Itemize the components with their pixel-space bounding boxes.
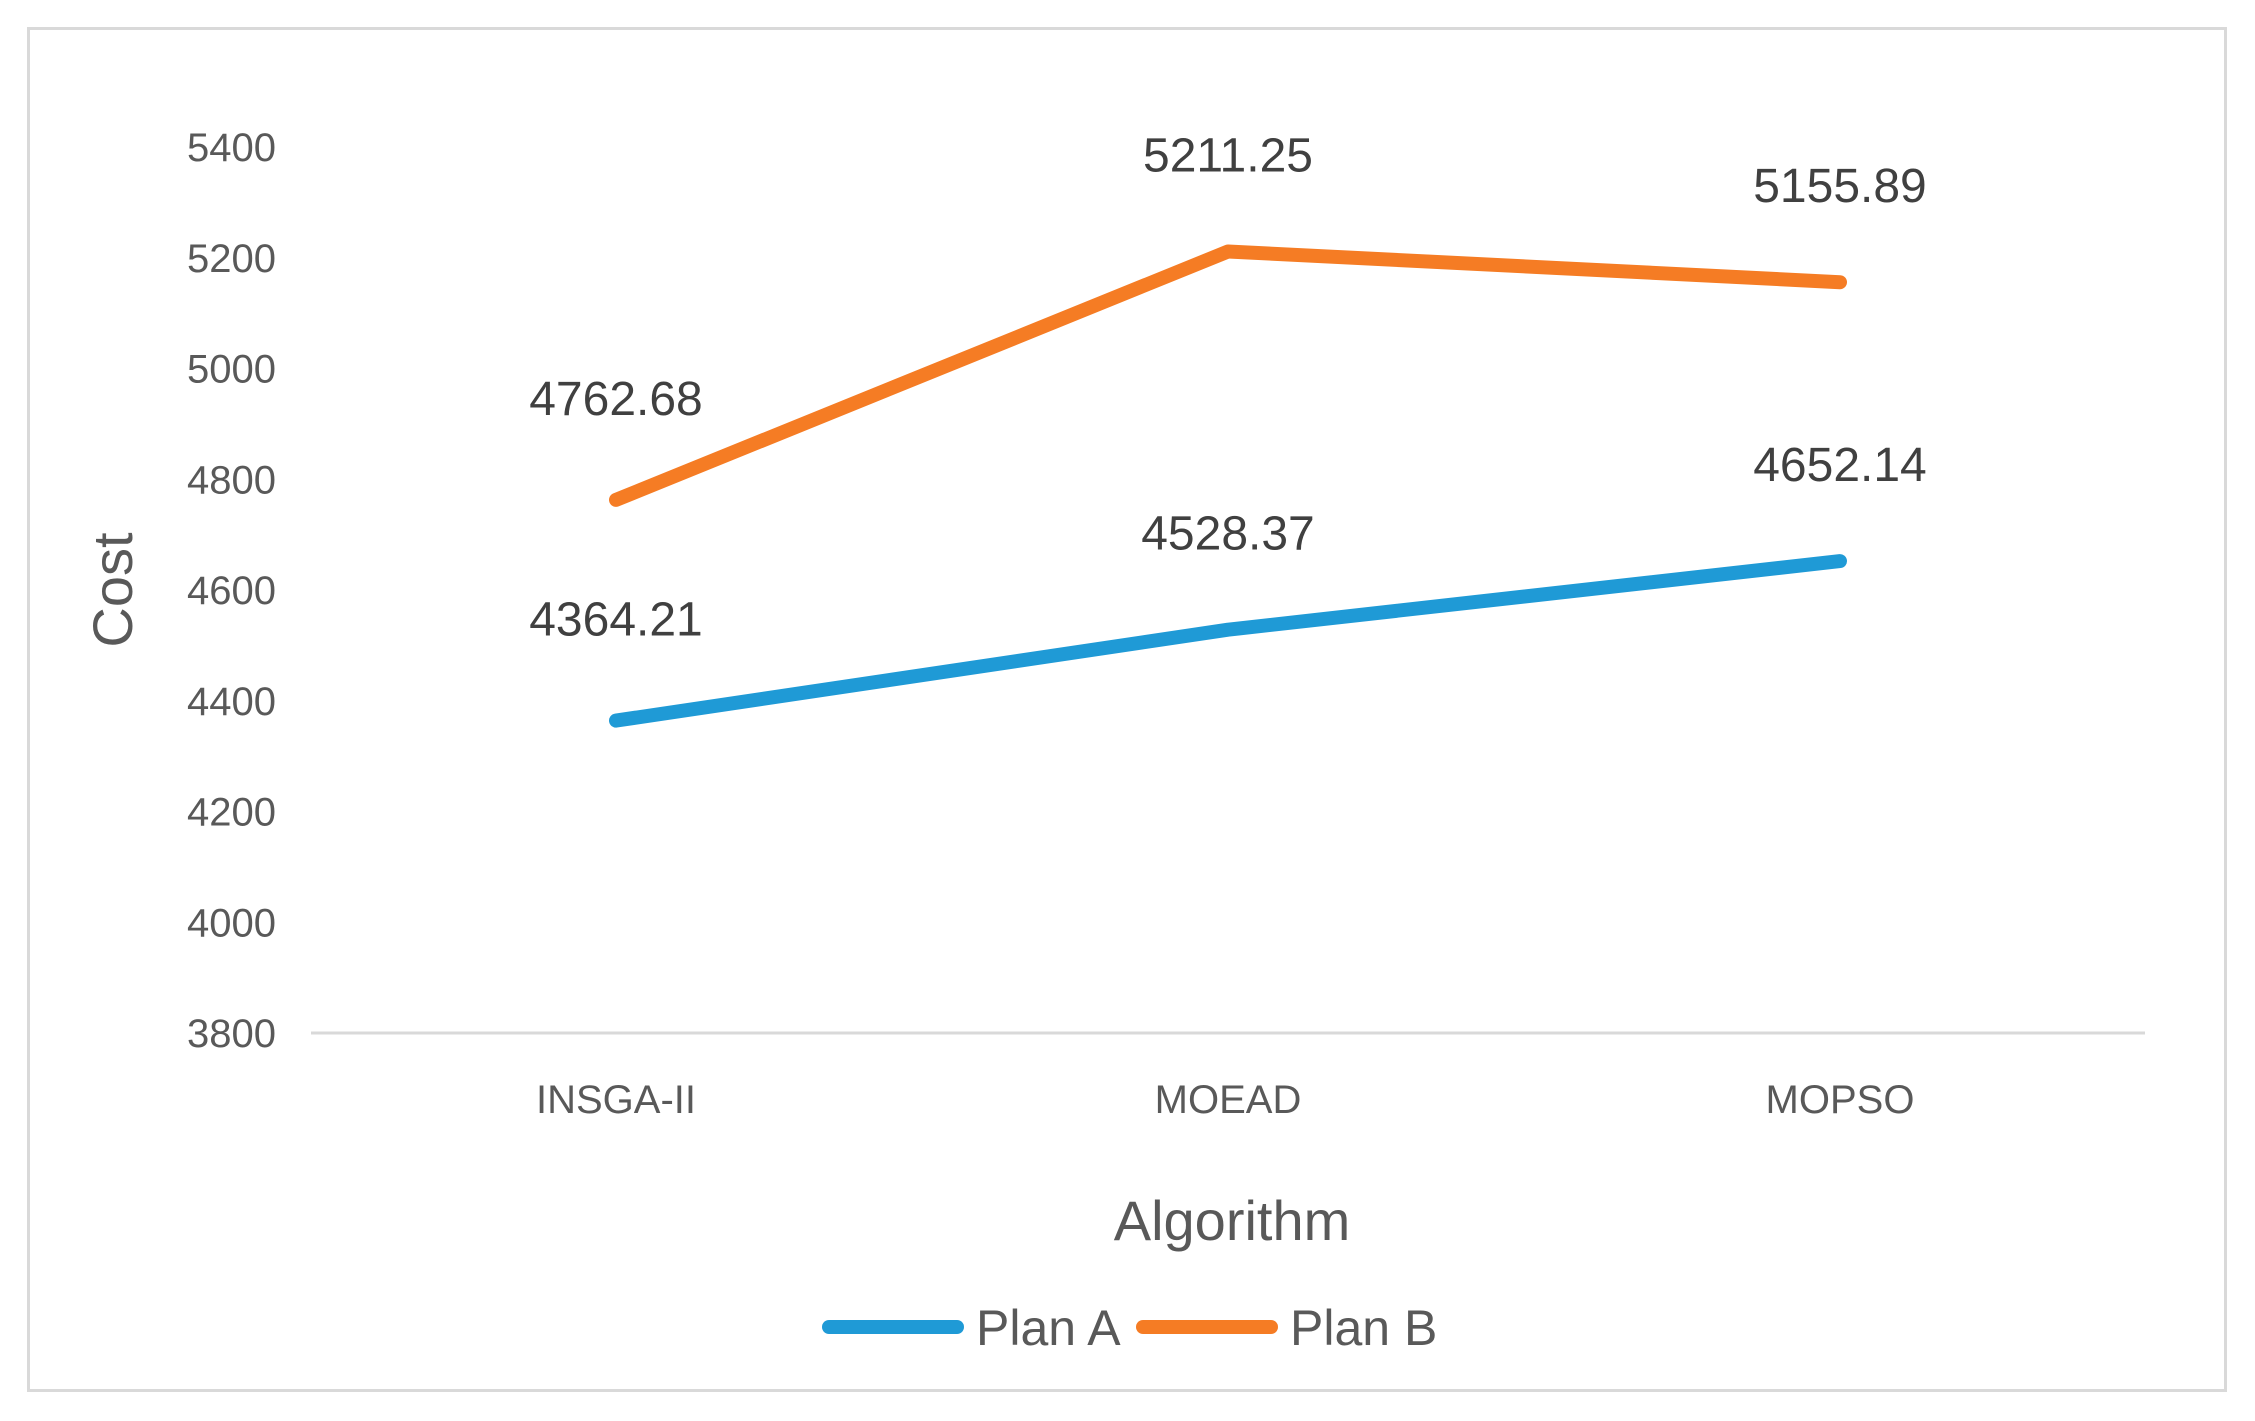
data-labels: 4364.21 4528.37 4652.14 4762.68 5211.25 5155.…	[529, 130, 1927, 647]
x-tick-label: MOPSO	[1766, 1078, 1915, 1122]
y-tick-label: 3800	[187, 1012, 276, 1056]
y-tick-label: 5000	[187, 348, 276, 392]
x-tick-label: INSGA-II	[536, 1078, 696, 1122]
data-label: 4762.68	[529, 373, 703, 426]
y-tick-label: 4000	[187, 901, 276, 945]
data-label: 5211.25	[1143, 130, 1313, 183]
data-label: 4364.21	[529, 594, 703, 647]
chart-frame	[27, 27, 2227, 1392]
x-tick-label: MOEAD	[1155, 1078, 1302, 1122]
legend: Plan A Plan B	[822, 1300, 1437, 1356]
y-axis-title: Cost	[81, 532, 144, 648]
y-axis-ticks: 3800 4000 4200 4400 4600 4800 5000 5200 5400	[187, 126, 276, 1056]
series-line-plan-b	[609, 244, 1847, 507]
y-tick-label: 4800	[187, 458, 276, 502]
y-tick-label: 4200	[187, 791, 276, 835]
data-label: 4528.37	[1141, 508, 1315, 561]
x-axis-ticks: INSGA-II MOEAD MOPSO	[536, 1078, 1914, 1122]
x-axis-title: Algorithm	[1114, 1189, 1351, 1252]
y-tick-label: 5400	[187, 126, 276, 170]
y-tick-label: 4600	[187, 569, 276, 613]
data-label: 4652.14	[1753, 439, 1927, 492]
series-line-plan-a	[609, 554, 1847, 728]
data-label: 5155.89	[1753, 160, 1927, 213]
legend-label: Plan B	[1290, 1300, 1437, 1356]
legend-label: Plan A	[976, 1300, 1121, 1356]
y-tick-label: 5200	[187, 237, 276, 281]
series-lines	[609, 244, 1847, 728]
y-tick-label: 4400	[187, 680, 276, 724]
